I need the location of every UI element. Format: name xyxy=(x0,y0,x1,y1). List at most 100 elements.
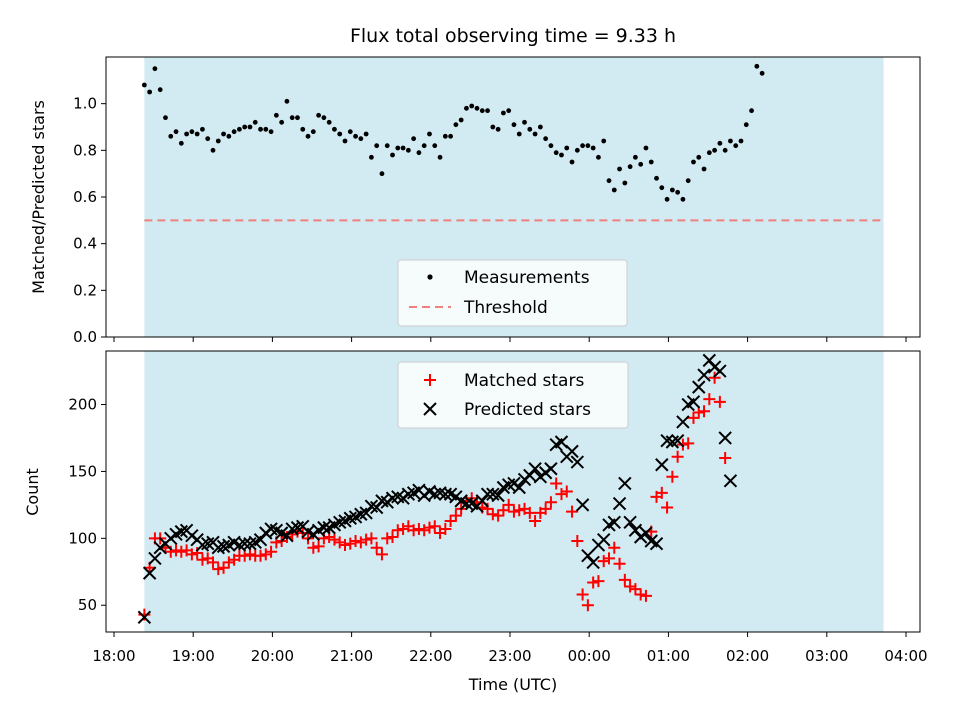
measurement-point xyxy=(289,115,295,121)
measurement-point xyxy=(728,138,733,144)
legend-predicted-label: Predicted stars xyxy=(464,400,591,420)
matched-point xyxy=(544,496,557,509)
measurement-point xyxy=(669,187,675,193)
y-axis-label-top: Matched/Predicted stars xyxy=(29,100,48,294)
matched-point xyxy=(603,552,615,565)
measurement-point xyxy=(295,115,300,121)
measurement-point xyxy=(527,126,533,132)
measurement-point xyxy=(379,171,385,177)
measurement-point xyxy=(300,126,306,132)
measurement-point xyxy=(490,124,496,130)
measurement-point xyxy=(395,145,401,151)
measurement-point xyxy=(516,131,522,137)
matched-point xyxy=(497,504,510,517)
matched-point xyxy=(492,509,505,522)
matched-point xyxy=(550,477,563,490)
measurement-point xyxy=(696,154,702,160)
matched-point xyxy=(539,502,552,515)
measurement-point xyxy=(749,108,754,114)
predicted-point xyxy=(607,515,621,529)
x-axis-label: Time (UTC) xyxy=(468,675,557,694)
measurement-point xyxy=(601,138,607,144)
matched-point xyxy=(328,533,341,546)
matched-point xyxy=(571,535,584,548)
measurement-point xyxy=(722,147,728,153)
measurement-point xyxy=(469,103,475,109)
measurement-point xyxy=(157,87,163,93)
measurement-point xyxy=(675,189,681,195)
predicted-point xyxy=(718,431,732,445)
measurement-point xyxy=(638,161,644,167)
matched-point xyxy=(682,437,695,450)
measurement-point xyxy=(437,154,443,160)
matched-point xyxy=(634,588,647,601)
predicted-point xyxy=(137,610,152,624)
predicted-point xyxy=(491,488,505,503)
measurement-point xyxy=(495,126,501,132)
measurement-point xyxy=(231,129,237,135)
measurement-point xyxy=(537,124,543,130)
matched-point xyxy=(587,576,600,589)
count-panel: 50 100 150 200 18:00 19:00 20:00 21:00 22:00 23:… xyxy=(23,350,928,694)
matched-point xyxy=(486,508,499,521)
measurement-point xyxy=(374,143,380,149)
measurement-point xyxy=(501,110,506,116)
predicted-point xyxy=(686,395,701,409)
measurement-point xyxy=(712,147,717,153)
matched-point xyxy=(238,549,251,562)
predicted-point xyxy=(142,566,157,580)
y-tick-label: 0.6 xyxy=(73,188,97,206)
measurement-point xyxy=(384,143,390,149)
legend-top: Measurements Threshold xyxy=(397,259,628,327)
matched-point xyxy=(354,536,367,549)
x-ticks-top xyxy=(113,337,907,342)
measurement-point xyxy=(237,126,242,132)
predicted-point xyxy=(618,476,632,491)
matched-point xyxy=(629,583,642,596)
measurement-point xyxy=(221,131,226,137)
matched-point xyxy=(703,393,716,406)
measurement-point xyxy=(543,136,549,142)
measurement-point xyxy=(701,166,707,172)
matched-point xyxy=(370,541,383,554)
matched-point xyxy=(592,575,605,588)
measurement-point xyxy=(532,131,538,137)
measurement-point xyxy=(205,136,211,142)
matched-point xyxy=(439,522,452,535)
measurement-point xyxy=(152,66,158,72)
measurement-point xyxy=(200,126,205,132)
x-tick-label: 03:00 xyxy=(805,647,848,665)
matched-point xyxy=(581,599,594,612)
predicted-point xyxy=(597,532,611,547)
predicted-points xyxy=(137,353,738,624)
predicted-point xyxy=(544,462,558,476)
matched-point xyxy=(212,563,225,576)
measurement-point xyxy=(178,140,184,146)
x-tick-label: 22:00 xyxy=(409,647,452,665)
matched-point xyxy=(349,535,362,548)
measurement-point xyxy=(648,159,654,165)
legend-matched-label: Matched stars xyxy=(464,371,584,391)
measurement-point xyxy=(453,122,459,128)
measurement-point xyxy=(163,115,168,121)
matched-point xyxy=(360,533,373,546)
predicted-point xyxy=(612,496,627,511)
measurement-point xyxy=(252,119,258,125)
measurement-point xyxy=(485,108,490,114)
measurement-point xyxy=(659,185,665,191)
y-tick-label: 200 xyxy=(68,396,97,414)
matched-point xyxy=(423,521,436,534)
measurement-point xyxy=(548,143,554,149)
x-tick-label: 21:00 xyxy=(330,647,373,665)
predicted-point xyxy=(623,515,637,529)
measurement-point xyxy=(247,124,253,130)
matched-point xyxy=(719,452,732,465)
matched-point xyxy=(386,530,399,543)
measurement-point xyxy=(717,140,723,146)
predicted-point xyxy=(692,380,706,394)
predicted-point xyxy=(670,433,685,448)
matched-point xyxy=(555,488,568,501)
measurement-point xyxy=(685,178,691,184)
matched-point xyxy=(661,501,674,514)
measurement-point xyxy=(432,143,438,149)
